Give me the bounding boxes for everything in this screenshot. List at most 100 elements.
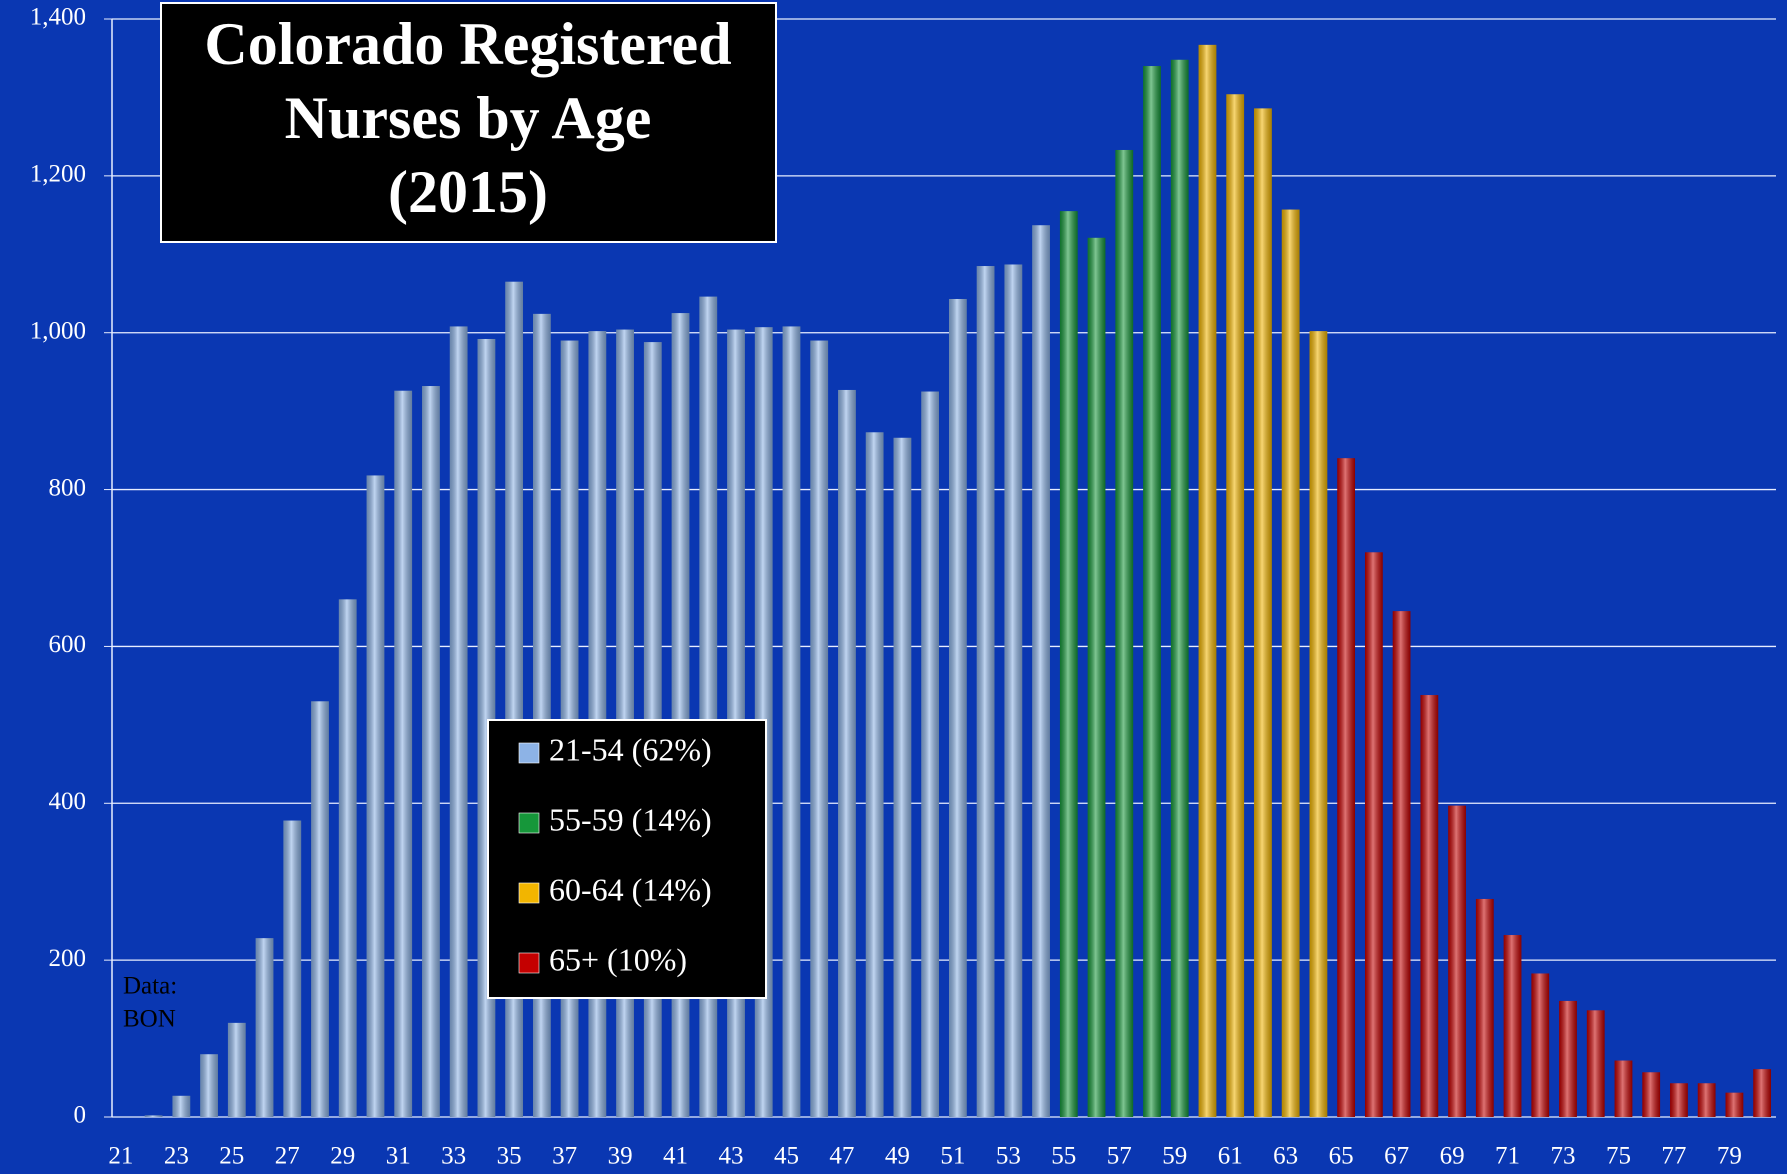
bar-shine bbox=[1448, 805, 1466, 1117]
y-tick-label: 0 bbox=[74, 1102, 87, 1129]
bar-shine bbox=[1753, 1069, 1772, 1117]
bar-shine bbox=[449, 326, 468, 1117]
x-tick-label: 77 bbox=[1661, 1143, 1686, 1170]
bar-shine bbox=[172, 1095, 191, 1117]
x-tick-label: 21 bbox=[108, 1143, 133, 1170]
legend bbox=[487, 719, 767, 999]
chart-title: Nurses by Age bbox=[285, 85, 652, 151]
legend-swatch bbox=[518, 882, 540, 904]
bar-shine bbox=[1004, 264, 1023, 1117]
x-tick-label: 35 bbox=[497, 1143, 522, 1170]
bar-shine bbox=[1420, 695, 1439, 1117]
bar-shine bbox=[1531, 973, 1550, 1117]
x-tick-label: 51 bbox=[940, 1143, 965, 1170]
x-tick-label: 31 bbox=[386, 1143, 411, 1170]
x-tick-label: 45 bbox=[774, 1143, 799, 1170]
bar-shine bbox=[1392, 611, 1411, 1117]
x-tick-label: 67 bbox=[1384, 1143, 1409, 1170]
bar-shine bbox=[1170, 59, 1189, 1118]
x-tick-label: 71 bbox=[1495, 1143, 1520, 1170]
x-tick-label: 73 bbox=[1551, 1143, 1576, 1170]
bar-shine bbox=[1143, 66, 1161, 1118]
x-tick-label: 75 bbox=[1606, 1143, 1631, 1170]
legend-label: 65+ (10%) bbox=[549, 941, 687, 977]
y-tick-label: 1,400 bbox=[30, 4, 86, 31]
bar-shine bbox=[921, 391, 940, 1117]
bar-shine bbox=[838, 389, 856, 1117]
bar-shine bbox=[1586, 1010, 1605, 1117]
bar-shine bbox=[1725, 1092, 1744, 1117]
x-tick-label: 53 bbox=[996, 1143, 1021, 1170]
bar-shine bbox=[1697, 1083, 1716, 1117]
x-tick-label: 65 bbox=[1329, 1143, 1354, 1170]
chart-title: (2015) bbox=[388, 159, 548, 225]
legend-swatch bbox=[518, 952, 540, 974]
bar-shine bbox=[1670, 1083, 1688, 1117]
bar-shine bbox=[893, 437, 912, 1117]
y-tick-label: 400 bbox=[49, 788, 87, 815]
x-tick-label: 39 bbox=[608, 1143, 633, 1170]
y-tick-label: 600 bbox=[49, 631, 87, 658]
x-tick-label: 59 bbox=[1162, 1143, 1187, 1170]
x-tick-label: 37 bbox=[552, 1143, 577, 1170]
y-tick-label: 200 bbox=[49, 945, 87, 972]
legend-label: 21-54 (62%) bbox=[549, 731, 712, 767]
title-box bbox=[160, 2, 777, 243]
legend-swatch bbox=[518, 812, 540, 834]
x-tick-label: 49 bbox=[885, 1143, 910, 1170]
bar-shine bbox=[311, 701, 329, 1117]
bar-shine bbox=[1254, 108, 1272, 1117]
y-tick-label: 1,000 bbox=[30, 317, 86, 344]
y-tick-label: 1,200 bbox=[30, 161, 86, 188]
bar-shine bbox=[1087, 237, 1106, 1117]
x-tick-label: 55 bbox=[1051, 1143, 1076, 1170]
bar-shine bbox=[366, 475, 385, 1117]
bar-shine bbox=[422, 386, 440, 1117]
x-tick-label: 61 bbox=[1218, 1143, 1243, 1170]
x-tick-label: 79 bbox=[1717, 1143, 1742, 1170]
annotation: BON bbox=[123, 1006, 176, 1033]
bar-shine bbox=[1337, 458, 1356, 1117]
bar-shine bbox=[1198, 44, 1217, 1117]
bar-shine bbox=[338, 599, 357, 1117]
bar-shine bbox=[200, 1054, 218, 1117]
legend-swatch bbox=[518, 742, 540, 764]
x-tick-label: 63 bbox=[1273, 1143, 1298, 1170]
x-tick-label: 25 bbox=[219, 1143, 244, 1170]
annotation: Data: bbox=[123, 973, 177, 1000]
bar-shine bbox=[1226, 94, 1245, 1117]
x-tick-label: 29 bbox=[330, 1143, 355, 1170]
legend-label: 55-59 (14%) bbox=[549, 801, 712, 837]
x-tick-label: 23 bbox=[164, 1143, 189, 1170]
x-tick-label: 47 bbox=[829, 1143, 854, 1170]
x-tick-label: 69 bbox=[1440, 1143, 1465, 1170]
x-tick-label: 33 bbox=[441, 1143, 466, 1170]
bar-shine bbox=[1614, 1060, 1633, 1117]
bar-shine bbox=[227, 1022, 246, 1117]
bar-shine bbox=[394, 390, 413, 1117]
y-tick-label: 800 bbox=[49, 474, 87, 501]
bar-shine bbox=[283, 820, 302, 1117]
x-tick-label: 41 bbox=[663, 1143, 688, 1170]
legend-label: 60-64 (14%) bbox=[549, 871, 712, 907]
bar-shine bbox=[1281, 209, 1300, 1117]
bar-shine bbox=[865, 432, 884, 1117]
x-tick-label: 57 bbox=[1107, 1143, 1132, 1170]
x-tick-label: 27 bbox=[275, 1143, 300, 1170]
bar-shine bbox=[1475, 898, 1494, 1117]
bar-shine bbox=[1309, 331, 1328, 1117]
bar-shine bbox=[144, 1115, 163, 1117]
bar-shine bbox=[1115, 149, 1134, 1117]
x-tick-label: 43 bbox=[719, 1143, 744, 1170]
bar-shine bbox=[976, 266, 995, 1117]
bar-shine bbox=[1559, 1000, 1577, 1117]
bar-shine bbox=[810, 340, 829, 1117]
bar-shine bbox=[1642, 1072, 1661, 1117]
bar-shine bbox=[1364, 552, 1383, 1117]
bar-shine bbox=[1032, 225, 1050, 1117]
bar-shine bbox=[782, 326, 801, 1117]
bar-shine bbox=[1059, 211, 1078, 1117]
bar-shine bbox=[1503, 935, 1522, 1117]
chart-title: Colorado Registered bbox=[204, 11, 731, 77]
